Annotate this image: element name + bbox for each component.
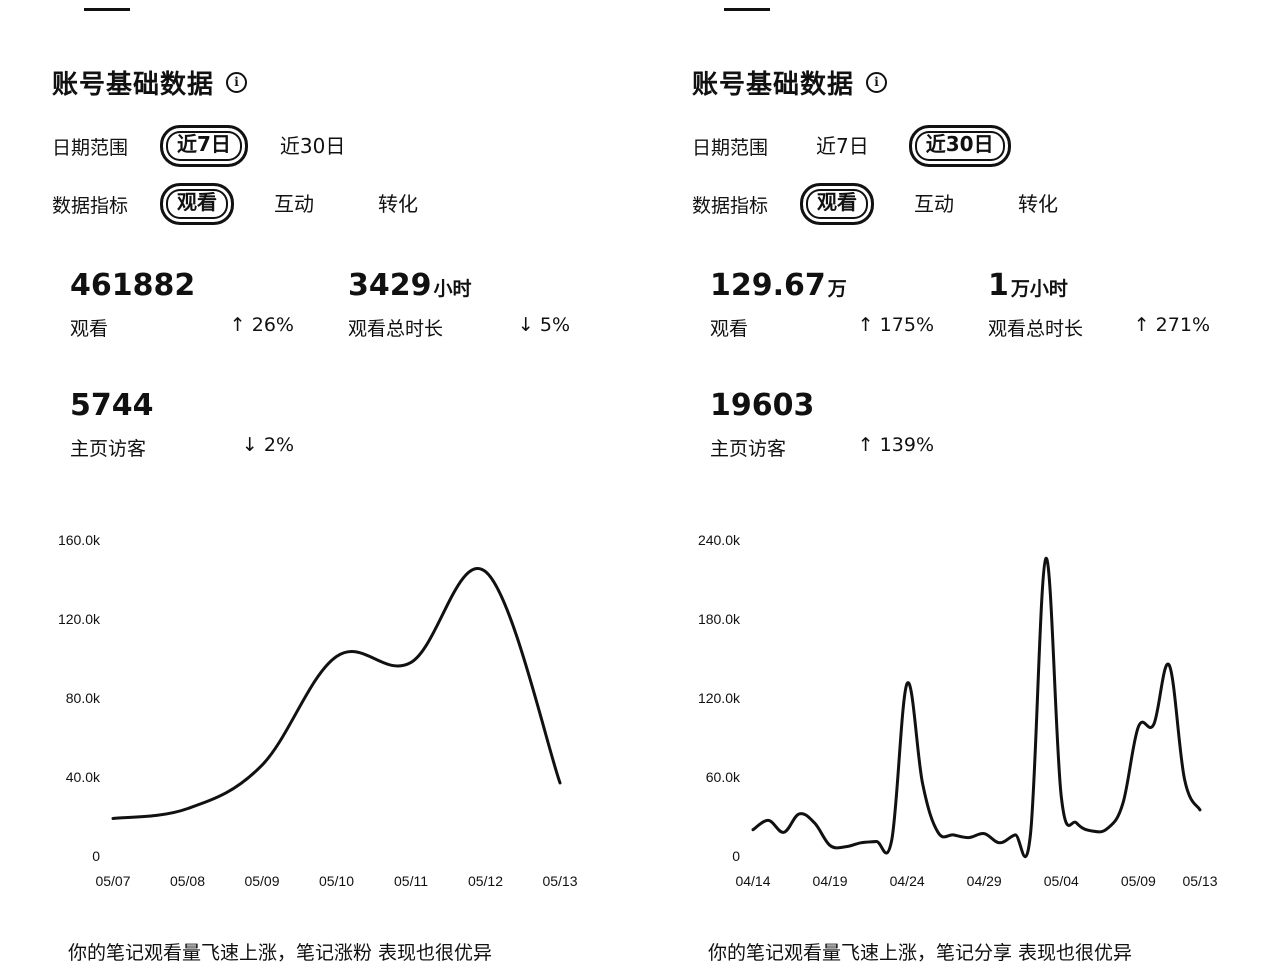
- stat-watch-time-label: 观看总时长: [348, 318, 444, 340]
- metric-filter: 数据指标 观看 互动 转化: [52, 183, 450, 225]
- x-tick-label: 05/09: [244, 873, 279, 889]
- date-range-filter: 日期范围 近7日 近30日: [52, 125, 377, 167]
- y-tick-label: 0: [732, 848, 740, 864]
- y-tick-label: 0: [92, 848, 100, 864]
- section-title: 账号基础数据: [52, 70, 215, 100]
- x-tick-label: 05/12: [468, 873, 503, 889]
- line-chart: 0 40.0k 80.0k 120.0k 160.0k 05/07 05/08 05/09 05…: [58, 532, 578, 889]
- date-range-filter: 日期范围 近7日 近30日: [692, 125, 1027, 167]
- views-chart-30d: 0 60.0k 120.0k 180.0k 240.0k 04/14 04/19 04/24 0…: [680, 520, 1240, 900]
- metric-label: 数据指标: [692, 194, 769, 217]
- metric-option-views[interactable]: 观看: [800, 183, 874, 225]
- y-tick-label: 160.0k: [58, 532, 101, 548]
- stat-views-value: 461882: [70, 268, 196, 303]
- date-option-7d[interactable]: 近7日: [160, 125, 248, 167]
- y-tick-label: 180.0k: [698, 611, 741, 627]
- line-chart: 0 60.0k 120.0k 180.0k 240.0k 04/14 04/19 04/24 0…: [698, 532, 1218, 889]
- y-tick-label: 60.0k: [706, 769, 741, 785]
- x-tick-label: 05/08: [170, 873, 205, 889]
- panel-7-days: 账号基础数据 i 日期范围 近7日 近30日 数据指标 观看 互动 转化 461…: [0, 0, 640, 964]
- date-option-30d[interactable]: 近30日: [279, 134, 346, 158]
- x-tick-label: 05/07: [95, 873, 130, 889]
- series-line: [751, 556, 1202, 859]
- stat-views-change: ↑ 26%: [229, 314, 294, 336]
- info-icon[interactable]: i: [866, 72, 888, 93]
- metric-filter: 数据指标 观看 互动 转化: [692, 183, 1090, 225]
- tab-indicator: [84, 8, 130, 11]
- x-tick-label: 04/29: [967, 873, 1002, 889]
- stat-watch-time-value: 1 万小时: [988, 268, 1068, 303]
- metric-option-conversion[interactable]: 转化: [1018, 192, 1058, 216]
- metric-option-conversion[interactable]: 转化: [378, 192, 418, 216]
- section-title: 账号基础数据: [692, 70, 855, 100]
- x-tick-label: 04/19: [813, 873, 848, 889]
- stat-visitors-label: 主页访客: [70, 438, 147, 460]
- x-tick-label: 05/04: [1044, 873, 1079, 889]
- tab-indicator: [724, 8, 770, 11]
- summary-text: 你的笔记观看量飞速上涨，笔记分享 表现也很优异: [708, 942, 1133, 964]
- y-tick-label: 80.0k: [66, 690, 101, 706]
- stat-views-label: 观看: [70, 318, 109, 340]
- stat-watch-time-change: ↓ 5%: [517, 314, 570, 336]
- x-tick-label: 05/13: [542, 873, 577, 889]
- metric-option-interaction[interactable]: 互动: [914, 192, 954, 216]
- section-header: 账号基础数据 i: [52, 64, 248, 101]
- stat-visitors-value: 5744: [70, 388, 154, 423]
- y-tick-label: 120.0k: [58, 611, 101, 627]
- y-tick-label: 120.0k: [698, 690, 741, 706]
- stat-watch-time-value: 3429 小时: [348, 268, 472, 303]
- x-tick-label: 05/10: [319, 873, 354, 889]
- stat-views-value: 129.67 万: [710, 268, 847, 303]
- date-range-label: 日期范围: [52, 136, 129, 159]
- x-tick-label: 05/13: [1182, 873, 1217, 889]
- stat-views-label: 观看: [710, 318, 749, 340]
- views-chart-7d: 0 40.0k 80.0k 120.0k 160.0k 05/07 05/08 05/09 05…: [40, 520, 600, 900]
- section-header: 账号基础数据 i: [692, 64, 888, 101]
- y-tick-label: 40.0k: [66, 769, 101, 785]
- stat-views-change: ↑ 175%: [857, 314, 934, 336]
- y-tick-label: 240.0k: [698, 532, 741, 548]
- stat-visitors-change: ↓ 2%: [241, 434, 294, 456]
- x-tick-label: 05/11: [394, 873, 428, 889]
- panel-30-days: 账号基础数据 i 日期范围 近7日 近30日 数据指标 观看 互动 转化 129…: [640, 0, 1280, 964]
- info-icon[interactable]: i: [226, 72, 248, 93]
- series-line: [111, 567, 562, 820]
- date-option-7d[interactable]: 近7日: [816, 134, 869, 158]
- x-tick-label: 04/24: [890, 873, 925, 889]
- date-range-label: 日期范围: [692, 136, 769, 159]
- stat-visitors-change: ↑ 139%: [857, 434, 934, 456]
- stat-visitors-value: 19603: [710, 388, 815, 423]
- metric-option-views[interactable]: 观看: [160, 183, 234, 225]
- stat-visitors-label: 主页访客: [710, 438, 787, 460]
- x-tick-label: 04/14: [735, 873, 770, 889]
- metric-option-interaction[interactable]: 互动: [274, 192, 314, 216]
- summary-text: 你的笔记观看量飞速上涨，笔记涨粉 表现也很优异: [68, 942, 493, 964]
- metric-label: 数据指标: [52, 194, 129, 217]
- date-option-30d[interactable]: 近30日: [908, 125, 1011, 167]
- stat-watch-time-label: 观看总时长: [988, 318, 1084, 340]
- stat-watch-time-change: ↑ 271%: [1133, 314, 1210, 336]
- x-tick-label: 05/09: [1121, 873, 1156, 889]
